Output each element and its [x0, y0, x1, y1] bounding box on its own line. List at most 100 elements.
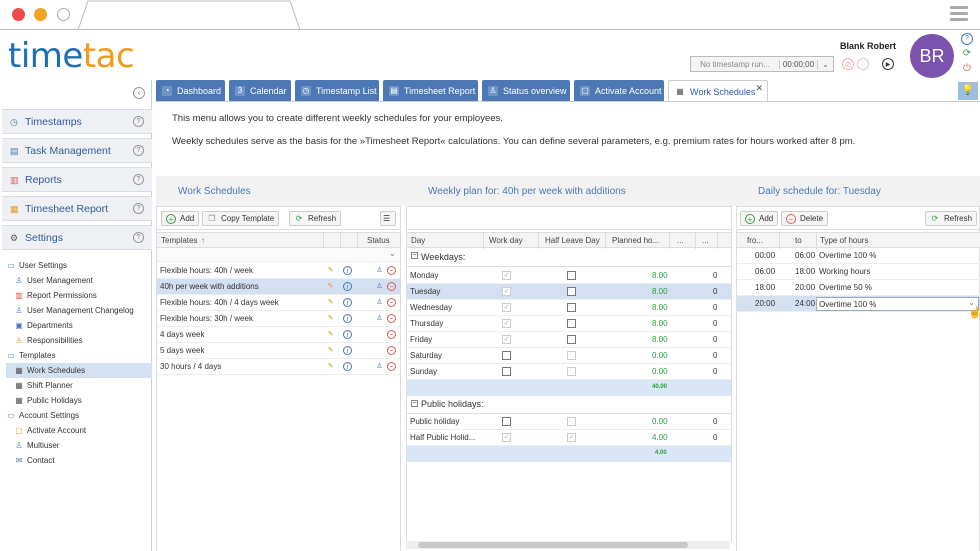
- table-row[interactable]: Friday ✓ 8.00 0: [407, 332, 731, 348]
- table-row[interactable]: 4 days week ✎ i −: [157, 327, 400, 343]
- table-row[interactable]: Flexible hours: 40h / 4 days week ✎ i ♙ −: [157, 295, 400, 311]
- avatar[interactable]: BR: [910, 34, 954, 78]
- tree-item-account-settings[interactable]: ▭ Account Settings: [7, 410, 80, 421]
- col-more-1[interactable]: ...: [677, 236, 684, 245]
- horizontal-scrollbar[interactable]: [406, 541, 730, 549]
- col-type-of-hours[interactable]: Type of hours: [820, 236, 869, 245]
- chevron-down-icon[interactable]: ⌄: [389, 249, 396, 258]
- table-row[interactable]: Saturday 0.00 0: [407, 348, 731, 364]
- tree-item-shift-planner[interactable]: ▦ Shift Planner: [15, 380, 73, 391]
- nav-reports[interactable]: ▥ Reports ?: [2, 167, 152, 192]
- type-of-hours-select[interactable]: Overtime 100 % ⌄: [816, 297, 979, 311]
- close-icon[interactable]: ✕: [755, 83, 763, 93]
- timestamp-selector[interactable]: No timestamp run... 00:00:00 ⌄: [690, 56, 834, 72]
- tree-item-user-settings[interactable]: ▭ User Settings: [7, 260, 68, 271]
- weekdays-group[interactable]: − Weekdays:: [407, 249, 731, 267]
- col-day[interactable]: Day: [411, 236, 426, 245]
- table-row[interactable]: 06:00 18:00 Working hours: [737, 264, 980, 280]
- chevron-down-icon[interactable]: ⌄: [817, 59, 833, 69]
- power-icon[interactable]: ⏻: [963, 63, 971, 74]
- nav-task-management[interactable]: ▤ Task Management ?: [2, 138, 152, 163]
- public-holidays-group[interactable]: − Public holidays:: [407, 396, 731, 414]
- table-row[interactable]: 00:00 06:00 Overtime 100 %: [737, 248, 980, 264]
- tree-item-departments[interactable]: ▣ Departments: [15, 320, 73, 331]
- browser-menu-icon[interactable]: [950, 6, 968, 24]
- table-row[interactable]: Tuesday ✓ 8.00 0: [407, 284, 731, 300]
- table-row[interactable]: 40h per week with additions ✎ i ♙ −: [157, 279, 400, 295]
- info-icon: i: [343, 298, 352, 307]
- collapse-sidebar-icon[interactable]: ‹: [133, 87, 145, 99]
- col-work-day[interactable]: Work day: [489, 236, 523, 245]
- tree-item-activate-account[interactable]: ▢ Activate Account: [15, 425, 87, 436]
- table-row[interactable]: Flexible hours: 30h / week ✎ i ♙ −: [157, 311, 400, 327]
- help-icon[interactable]: ?: [133, 174, 144, 185]
- tab-work-schedules[interactable]: ▦ Work Schedules ✕: [668, 80, 768, 102]
- nav-timesheet-report[interactable]: ▦ Timesheet Report ?: [2, 196, 152, 221]
- tab-dashboard[interactable]: ◔ Dashboard: [156, 80, 225, 102]
- table-row[interactable]: 30 hours / 4 days ✎ i ♙ −: [157, 359, 400, 375]
- copy-template-button[interactable]: ❐ Copy Template: [202, 211, 280, 226]
- tree-item-templates[interactable]: ▭ Templates: [7, 350, 56, 361]
- stop-icon[interactable]: ⊘: [842, 58, 854, 70]
- col-status[interactable]: Status: [367, 236, 390, 245]
- timetac-logo[interactable]: timetac: [8, 36, 135, 76]
- sort-up-icon[interactable]: ↑: [201, 236, 205, 245]
- table-row[interactable]: 18:00 20:00 Overtime 50 %: [737, 280, 980, 296]
- tree-item-responsibilities[interactable]: ♙ Responsibilities: [15, 335, 83, 346]
- add-time-range-button[interactable]: + Add: [740, 211, 779, 226]
- tree-item-work-schedules[interactable]: ▦ Work Schedules: [6, 363, 152, 378]
- table-row[interactable]: Sunday 0.00 0: [407, 364, 731, 380]
- col-templates[interactable]: Templates: [161, 236, 198, 245]
- table-row[interactable]: Monday ✓ 8.00 0: [407, 268, 731, 284]
- help-icon[interactable]: ?: [961, 33, 973, 45]
- nav-settings[interactable]: ⚙ Settings ?: [2, 225, 152, 250]
- menu-icon[interactable]: ☰: [380, 211, 396, 226]
- tree-item-user-management-changelog[interactable]: ♙ User Management Changelog: [15, 305, 134, 316]
- refresh-templates-button[interactable]: ⟳ Refresh: [289, 211, 342, 226]
- table-row[interactable]: 5 days week ✎ i −: [157, 343, 400, 359]
- col-from[interactable]: fro...: [747, 236, 764, 245]
- table-row[interactable]: 20:00 24:00 Overtime 100 % ⌄: [737, 296, 980, 312]
- help-icon[interactable]: ?: [133, 145, 144, 156]
- col-more-2[interactable]: ...: [702, 236, 709, 245]
- minimize-window-button[interactable]: [34, 8, 47, 21]
- tree-item-multiuser[interactable]: ♙ Multiuser: [15, 440, 60, 451]
- tree-item-contact[interactable]: ✉ Contact: [15, 455, 55, 466]
- browser-tab[interactable]: [78, 0, 300, 30]
- lightbulb-icon[interactable]: 💡: [958, 82, 978, 100]
- play-icon[interactable]: ▶: [882, 58, 894, 70]
- col-planned-hours[interactable]: Planned ho...: [612, 236, 660, 245]
- tree-item-report-permissions[interactable]: ▥ Report Permissions: [15, 290, 97, 301]
- help-icon[interactable]: ?: [133, 203, 144, 214]
- table-row[interactable]: Half Public Holid... ✓ ✓ 4.00 0: [407, 430, 731, 446]
- maximize-window-button[interactable]: [57, 8, 70, 21]
- pause-icon[interactable]: ◌: [857, 58, 869, 70]
- close-window-button[interactable]: [12, 8, 25, 21]
- dashboard-icon: ◔: [162, 86, 172, 96]
- col-half-leave-day[interactable]: Half Leave Day: [545, 236, 600, 245]
- table-row[interactable]: Wednesday ✓ 8.00 0: [407, 300, 731, 316]
- refresh-daily-button[interactable]: ⟳ Refresh: [925, 211, 978, 226]
- add-template-button[interactable]: + Add: [161, 211, 200, 226]
- header-side-icons: ? ⟳ ⏻: [961, 33, 975, 78]
- tab-calendar[interactable]: 3 Calendar: [229, 80, 291, 102]
- nav-timestamps[interactable]: ◷ Timestamps ?: [2, 109, 152, 134]
- tab-timestamp-list[interactable]: ◷ Timestamp List: [295, 80, 379, 102]
- table-row[interactable]: Public holiday 0.00 0: [407, 414, 731, 430]
- help-icon[interactable]: ?: [133, 232, 144, 243]
- col-to[interactable]: to: [795, 236, 802, 245]
- tab-status-overview[interactable]: ♙ Status overview: [482, 80, 570, 102]
- work-day-checkbox: [502, 351, 511, 360]
- help-icon[interactable]: ?: [133, 116, 144, 127]
- tree-item-public-holidays[interactable]: ▦ Public Holidays: [15, 395, 82, 406]
- table-row[interactable]: Thursday ✓ 8.00 0: [407, 316, 731, 332]
- edit-icon: ✎: [327, 315, 334, 322]
- tab-activate-account[interactable]: ▢ Activate Account: [574, 80, 664, 102]
- table-row[interactable]: Flexible hours: 40h / week ✎ i ♙ −: [157, 263, 400, 279]
- scrollbar-thumb[interactable]: [418, 542, 688, 548]
- refresh-icon[interactable]: ⟳: [962, 48, 972, 59]
- delete-time-range-button[interactable]: − Delete: [781, 211, 829, 226]
- tab-timesheet-report[interactable]: ▤ Timesheet Report: [383, 80, 478, 102]
- tree-item-user-management[interactable]: ♙ User Management: [15, 275, 93, 286]
- users-icon: ♙: [376, 283, 383, 290]
